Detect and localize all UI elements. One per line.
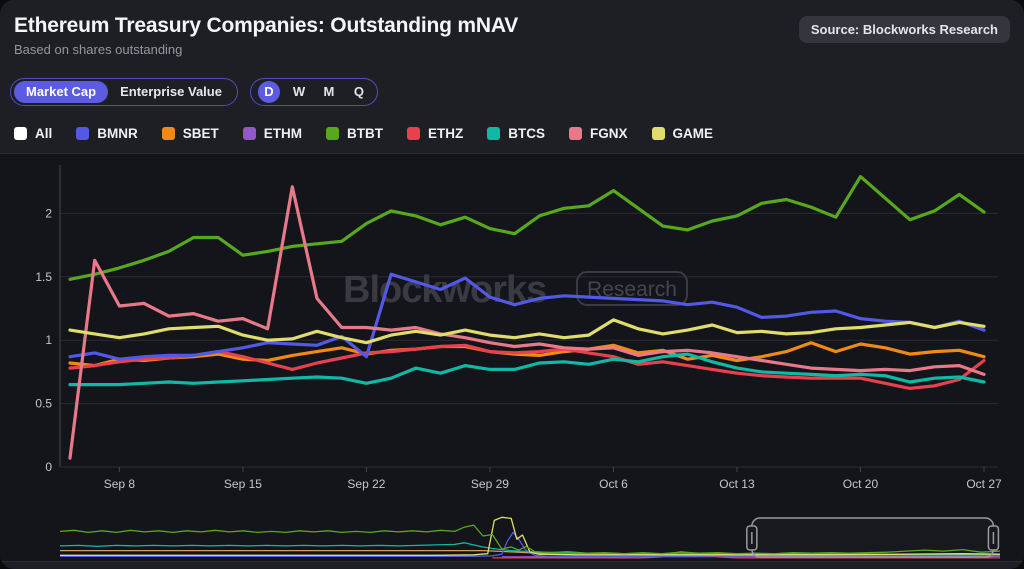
legend-label: GAME (672, 126, 714, 141)
y-axis-label: 2 (45, 206, 52, 220)
interval-toggle-d[interactable]: D (257, 81, 280, 103)
chart-panel: 0 0.5 1 1.5 2 Sep 8 Sep 15 Sep 22 Sep 29 Oct 6 Oct… (0, 153, 1024, 562)
navigator-line-game (60, 516, 1001, 556)
navigator-selection-window[interactable] (751, 517, 995, 558)
legend-item-fgnx[interactable]: FGNX (569, 126, 628, 141)
page-title: Ethereum Treasury Companies: Outstanding… (14, 14, 519, 37)
legend-item-game[interactable]: GAME (651, 126, 714, 141)
series-line-fgnx (68, 185, 986, 460)
y-axis-label: 1.5 (35, 270, 52, 284)
x-axis-label: Oct 6 (599, 477, 628, 491)
x-axis-label: Sep 29 (471, 477, 509, 491)
page-subtitle: Based on shares outstanding (14, 42, 183, 57)
legend-swatch-ethz (407, 127, 421, 140)
grid: 0 0.5 1 1.5 2 Sep 8 Sep 15 Sep 22 Sep 29 Oct 6 Oct… (35, 165, 1002, 491)
legend-swatch-fgnx (569, 127, 583, 140)
navigator[interactable] (59, 516, 1001, 559)
series-line-sbet (68, 341, 986, 368)
value-toggle-market-cap[interactable]: Market Cap (14, 81, 109, 103)
legend-swatch-btbt (326, 127, 340, 140)
legend-item-btbt[interactable]: BTBT (326, 126, 383, 141)
navigator-handle-right[interactable] (987, 525, 1000, 551)
legend-item-ethm[interactable]: ETHM (242, 126, 303, 141)
legend-label: All (35, 126, 53, 141)
legend-swatch-game (651, 127, 665, 140)
legend-swatch-sbet (161, 127, 175, 140)
x-axis-label: Oct 13 (719, 477, 755, 491)
source-badge: Source: Blockworks Research (798, 16, 1010, 43)
x-axis-label: Sep 8 (104, 477, 136, 491)
series-line-btcs (68, 352, 986, 387)
legend-label: BTCS (508, 126, 546, 141)
legend-item-sbet[interactable]: SBET (161, 126, 219, 141)
interval-toggle-w[interactable]: W (292, 84, 306, 99)
x-axis-label: Sep 22 (347, 477, 385, 491)
mnav-chart[interactable]: 0 0.5 1 1.5 2 Sep 8 Sep 15 Sep 22 Sep 29 Oct 6 Oct… (0, 154, 1024, 561)
legend-swatch-bmnr (76, 127, 90, 140)
legend-swatch-btcs (487, 127, 501, 140)
interval-toggle-m[interactable]: M (323, 84, 335, 99)
x-axis-label: Oct 27 (966, 477, 1002, 491)
y-axis-label: 1 (45, 333, 52, 347)
legend-label: BMNR (97, 126, 138, 141)
legend-item-ethz[interactable]: ETHZ (407, 126, 463, 141)
navigator-handle-left[interactable] (746, 525, 758, 551)
legend-label: ETHZ (428, 126, 464, 141)
interval-toggle-q[interactable]: Q (353, 84, 365, 99)
legend-item-bmnr[interactable]: BMNR (76, 126, 138, 141)
value-type-toggle: Market Cap Enterprise Value (10, 78, 238, 106)
legend-swatch-ethm (242, 127, 256, 140)
legend-swatch-all (14, 127, 27, 140)
series-line-bmnr (68, 272, 986, 361)
y-axis-label: 0.5 (35, 397, 52, 411)
svg-text:Research: Research (587, 278, 677, 301)
legend-label: SBET (182, 126, 219, 141)
x-axis-label: Sep 15 (224, 477, 262, 491)
legend: All BMNR SBET ETHM BTBT ETHZ BTCS FGNX GAME (14, 126, 713, 141)
legend-label: ETHM (263, 126, 303, 141)
legend-item-btcs[interactable]: BTCS (487, 126, 545, 141)
series-lines (68, 175, 986, 460)
legend-label: BTBT (347, 126, 384, 141)
series-line-btbt (68, 175, 986, 281)
value-toggle-enterprise-value[interactable]: Enterprise Value (120, 84, 222, 99)
legend-item-all[interactable]: All (14, 126, 52, 141)
navigator-line-bmnr (60, 531, 1000, 557)
series-line-game (68, 318, 986, 345)
navigator-line-btbt (59, 524, 1001, 555)
x-axis-label: Oct 20 (843, 477, 879, 491)
y-axis-label: 0 (45, 460, 52, 474)
legend-label: FGNX (590, 126, 628, 141)
